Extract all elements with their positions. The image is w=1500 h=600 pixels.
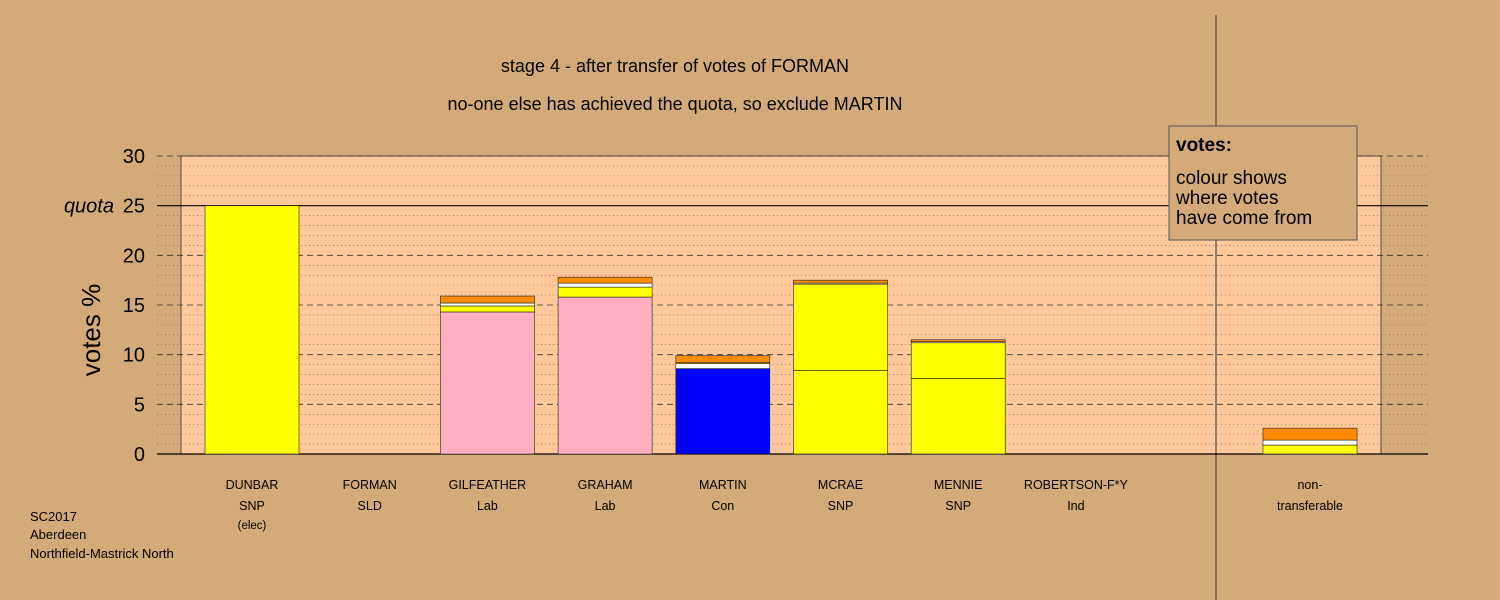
candidate-name: MENNIE <box>934 478 983 492</box>
candidate-name: FORMAN <box>343 478 397 492</box>
bar-segment <box>675 355 771 363</box>
candidate-name: ROBERTSON-F*Y <box>1024 478 1129 492</box>
bar-segment <box>675 363 771 369</box>
candidate-party: Lab <box>595 499 616 513</box>
bar-segment <box>910 339 1006 343</box>
candidate-party: SNP <box>828 499 854 513</box>
bar-segment <box>910 342 1006 379</box>
candidate-party: SNP <box>945 499 971 513</box>
candidate-name: GILFEATHER <box>449 478 527 492</box>
y-tick-label: 30 <box>123 146 145 168</box>
y-tick-label: 5 <box>134 394 145 416</box>
legend-frame <box>1168 125 1358 241</box>
bar-segment <box>910 378 1006 455</box>
bar-segment <box>1262 439 1358 446</box>
footer-location: SC2017 Aberdeen Northfield-Mastrick Nort… <box>30 509 174 561</box>
candidate-name: MARTIN <box>699 478 747 492</box>
legend-line-1: colour shows <box>1176 168 1287 189</box>
quota-label: quota <box>64 196 114 218</box>
legend-heading: votes: <box>1176 135 1232 156</box>
y-tick-label: 0 <box>134 444 145 466</box>
legend-line-3: have come from <box>1176 208 1312 229</box>
y-tick-label: 10 <box>123 345 145 367</box>
candidate-labels: DUNBAR SNP (elec) FORMAN SLD GILFEATHER Lab GRA… <box>226 478 1343 532</box>
bar-segment <box>557 296 653 455</box>
bar-segment <box>440 295 535 304</box>
bar-segment <box>204 205 300 455</box>
candidate-name: GRAHAM <box>578 478 633 492</box>
bar-segment <box>1262 427 1358 441</box>
bar-segment <box>557 282 653 288</box>
bar-segment <box>440 302 535 307</box>
bar-segment <box>557 276 653 284</box>
bar-segment <box>1262 444 1358 455</box>
candidate-name: DUNBAR <box>226 478 279 492</box>
bars <box>204 205 1358 455</box>
bar-segment <box>675 368 771 455</box>
candidate-name: MCRAE <box>818 478 863 492</box>
candidate-party: SLD <box>358 499 382 513</box>
legend-line-2: where votes <box>1175 188 1278 209</box>
y-tick-label: 15 <box>123 295 145 317</box>
chart-title: stage 4 - after transfer of votes of FOR… <box>501 56 849 76</box>
nontransferable-label-1: non- <box>1297 478 1322 492</box>
bar-segment <box>793 279 888 284</box>
candidate-status: (elec) <box>238 520 267 532</box>
y-tick-label: 25 <box>123 196 145 218</box>
candidate-party: SNP <box>239 499 265 513</box>
candidate-party: Ind <box>1067 499 1084 513</box>
nontransferable-label-2: transferable <box>1277 499 1343 513</box>
y-axis: 0 5 10 15 20 25 30 quota <box>64 146 145 466</box>
candidate-party: Con <box>711 499 734 513</box>
legend-box: votes: colour shows where votes have com… <box>1168 125 1358 241</box>
footer-election: SC2017 <box>30 509 77 524</box>
footer-ward: Northfield-Mastrick North <box>30 546 174 561</box>
footer-council: Aberdeen <box>30 527 86 542</box>
bar-segment <box>440 305 535 313</box>
bar-segment <box>440 311 535 455</box>
y-tick-label: 20 <box>123 245 145 267</box>
chart-subtitle: no-one else has achieved the quota, so e… <box>448 94 903 114</box>
candidate-party: Lab <box>477 499 498 513</box>
y-axis-label: votes % <box>76 284 106 377</box>
bar-segment <box>557 286 653 298</box>
bar-segment <box>793 283 888 371</box>
bar-segment <box>793 370 888 455</box>
